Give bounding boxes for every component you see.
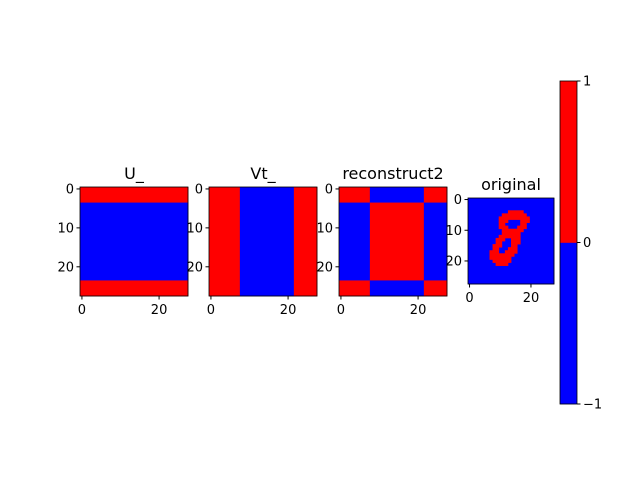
heatmap-cell (423, 280, 448, 297)
x-tick-label: 20 (410, 303, 427, 318)
x-tick-label: 20 (280, 303, 297, 318)
heatmap-cell (492, 247, 500, 251)
y-tick-label: 10 (57, 221, 74, 236)
heatmap-cell (492, 259, 512, 263)
heatmap-cell (498, 225, 509, 230)
colorbar-segment (560, 81, 577, 243)
x-tick-label: 20 (523, 291, 540, 306)
y-tick-label: 20 (316, 260, 333, 275)
heatmap-cell (498, 216, 530, 220)
axes-title: U_ (124, 164, 145, 184)
heatmap-cell (520, 222, 527, 227)
axes-frame (208, 186, 318, 297)
heatmap-cell (489, 253, 515, 257)
y-tick-label: 0 (195, 182, 203, 197)
heatmap-cell (423, 202, 448, 281)
y-tick-label: 20 (57, 260, 74, 275)
y-tick-label: 10 (445, 224, 462, 239)
axes-frame (79, 186, 189, 297)
heatmap-cell (507, 210, 524, 214)
heatmap-cell (339, 202, 371, 281)
heatmap-cell (517, 225, 527, 230)
colorbar-tick-label: −1 (583, 398, 602, 413)
heatmap-cell (498, 234, 521, 239)
heatmap-cell (369, 187, 425, 203)
y-tick-label: 20 (445, 254, 462, 269)
heatmap-cell (511, 244, 518, 248)
heatmap-cell (498, 222, 506, 227)
y-tick-label: 0 (66, 182, 74, 197)
heatmap-cell (501, 213, 527, 217)
colorbar-tick-label: 0 (583, 236, 591, 251)
x-tick-label: 0 (337, 303, 345, 318)
heatmap-cell (492, 244, 503, 248)
heatmap-cell (511, 241, 521, 245)
heatmap-cell (501, 228, 524, 233)
heatmap-cell (239, 187, 295, 297)
heatmap-cell (495, 237, 506, 242)
heatmap-cell (504, 250, 518, 254)
heatmap-cell (80, 187, 189, 203)
y-tick-label: 10 (316, 221, 333, 236)
x-tick-label: 0 (207, 303, 215, 318)
x-tick-label: 0 (78, 303, 86, 318)
axes-title: Vt_ (250, 164, 276, 184)
axes-title: reconstruct2 (342, 164, 443, 183)
x-tick-label: 20 (151, 303, 168, 318)
heatmap-cell (498, 219, 509, 223)
y-tick-label: 10 (186, 221, 203, 236)
colorbar-segment (560, 242, 577, 405)
x-tick-label: 0 (465, 291, 473, 306)
y-tick-label: 20 (186, 260, 203, 275)
heatmap-cell (495, 241, 503, 245)
heatmap-cell (369, 202, 425, 281)
heatmap-cell (489, 250, 500, 254)
heatmap-cell (209, 187, 241, 297)
y-tick-label: 0 (454, 193, 462, 208)
heatmap-cell (495, 262, 509, 266)
axes-frame (467, 197, 555, 285)
y-tick-label: 0 (325, 182, 333, 197)
heatmap-cell (507, 247, 518, 251)
heatmap-cell (80, 280, 189, 297)
heatmap-cell (369, 280, 425, 297)
heatmap-cell (293, 187, 318, 297)
heatmap-cell (339, 187, 371, 203)
heatmap-cell (80, 202, 189, 281)
heatmap-cell (339, 280, 371, 297)
heatmap-cell (511, 237, 521, 242)
colorbar-tick-label: 1 (583, 75, 591, 90)
axes-frame (338, 186, 448, 297)
heatmap-cell (489, 256, 512, 260)
axes-title: original (481, 175, 541, 194)
heatmap-cell (501, 231, 521, 236)
heatmap-cell (423, 187, 448, 203)
heatmap-cell (520, 219, 530, 223)
